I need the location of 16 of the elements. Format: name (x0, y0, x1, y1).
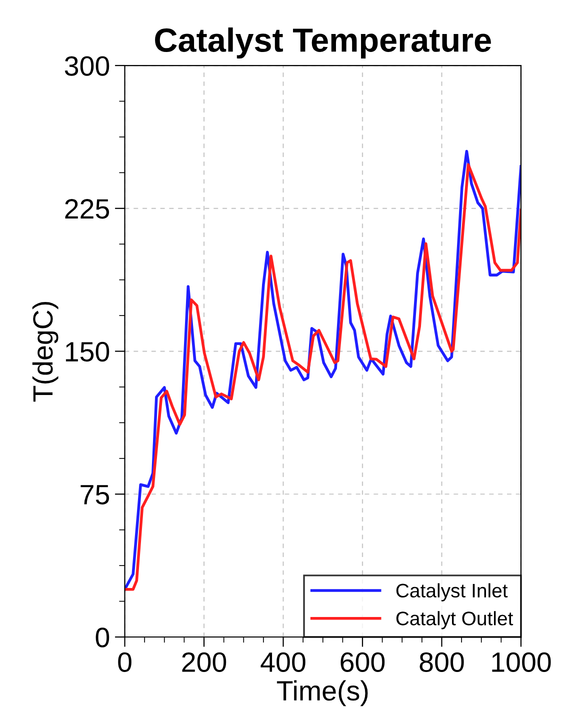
y-tick-label: 0 (96, 628, 110, 648)
legend-label: Catalyst Inlet (396, 583, 508, 602)
chart-title: Catalyst Temperature (155, 27, 491, 59)
y-tick-label: 225 (65, 199, 110, 219)
y-tick-label: 75 (80, 485, 110, 504)
x-tick-label: 800 (420, 652, 464, 672)
x-axis-title: Time(s) (276, 680, 368, 706)
x-tick-label: 400 (260, 652, 306, 672)
y-axis-title: T(degC) (32, 302, 58, 402)
x-tick-label: 1000 (492, 652, 551, 672)
x-tick-label: 200 (182, 652, 226, 672)
legend-label: Catalyt Outlet (396, 611, 514, 630)
x-tick-label: 600 (340, 652, 385, 672)
x-tick-label: 0 (118, 652, 132, 672)
y-tick-label: 300 (64, 56, 110, 76)
y-tick-label: 150 (66, 342, 110, 362)
